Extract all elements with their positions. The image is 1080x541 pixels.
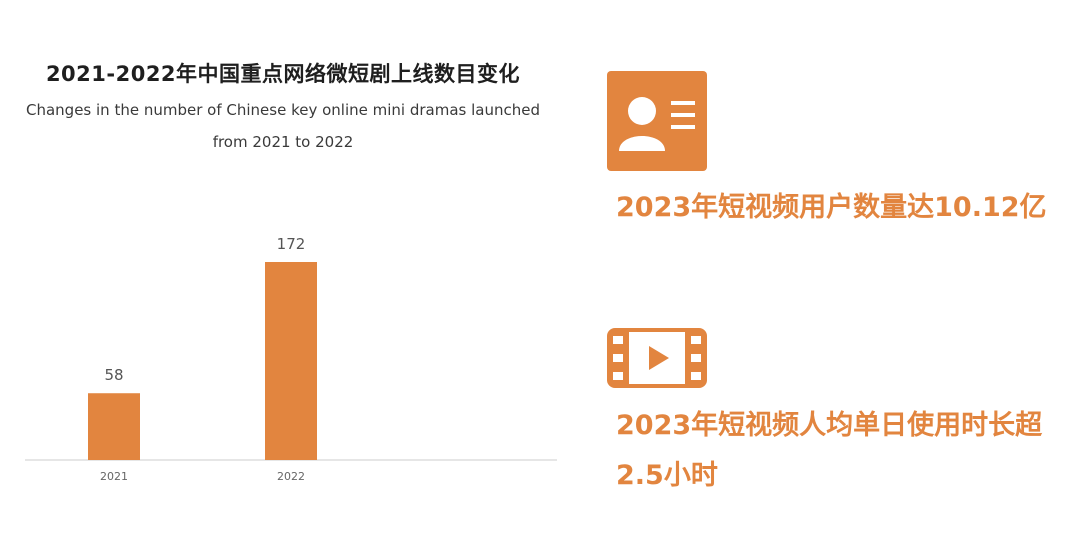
bar-2021	[88, 393, 140, 460]
video-film-play-icon	[607, 328, 707, 388]
chart-title: 2021-2022年中国重点网络微短剧上线数目变化	[45, 62, 521, 86]
user-profile-card-icon	[607, 71, 707, 171]
bar-chart: 58 2021 172 2022	[25, 235, 557, 483]
stat-user-count: 2023年短视频用户数量达10.12亿	[616, 192, 1047, 223]
stat-daily-usage-line2: 2.5小时	[616, 460, 718, 491]
x-tick-label-2021: 2021	[100, 470, 128, 483]
chart-subtitle-line2: from 2021 to 2022	[212, 133, 354, 151]
data-label-2021: 58	[104, 366, 123, 384]
bar-2022	[265, 262, 317, 460]
stat-daily-usage: 2023年短视频人均单日使用时长超 2.5小时	[616, 406, 1042, 496]
chart-subtitle: Changes in the number of Chinese key onl…	[0, 94, 566, 158]
stat-daily-usage-line1: 2023年短视频人均单日使用时长超	[616, 410, 1043, 441]
data-label-2022: 172	[277, 235, 306, 253]
x-tick-label-2022: 2022	[277, 470, 305, 483]
chart-subtitle-line1: Changes in the number of Chinese key onl…	[26, 101, 540, 119]
